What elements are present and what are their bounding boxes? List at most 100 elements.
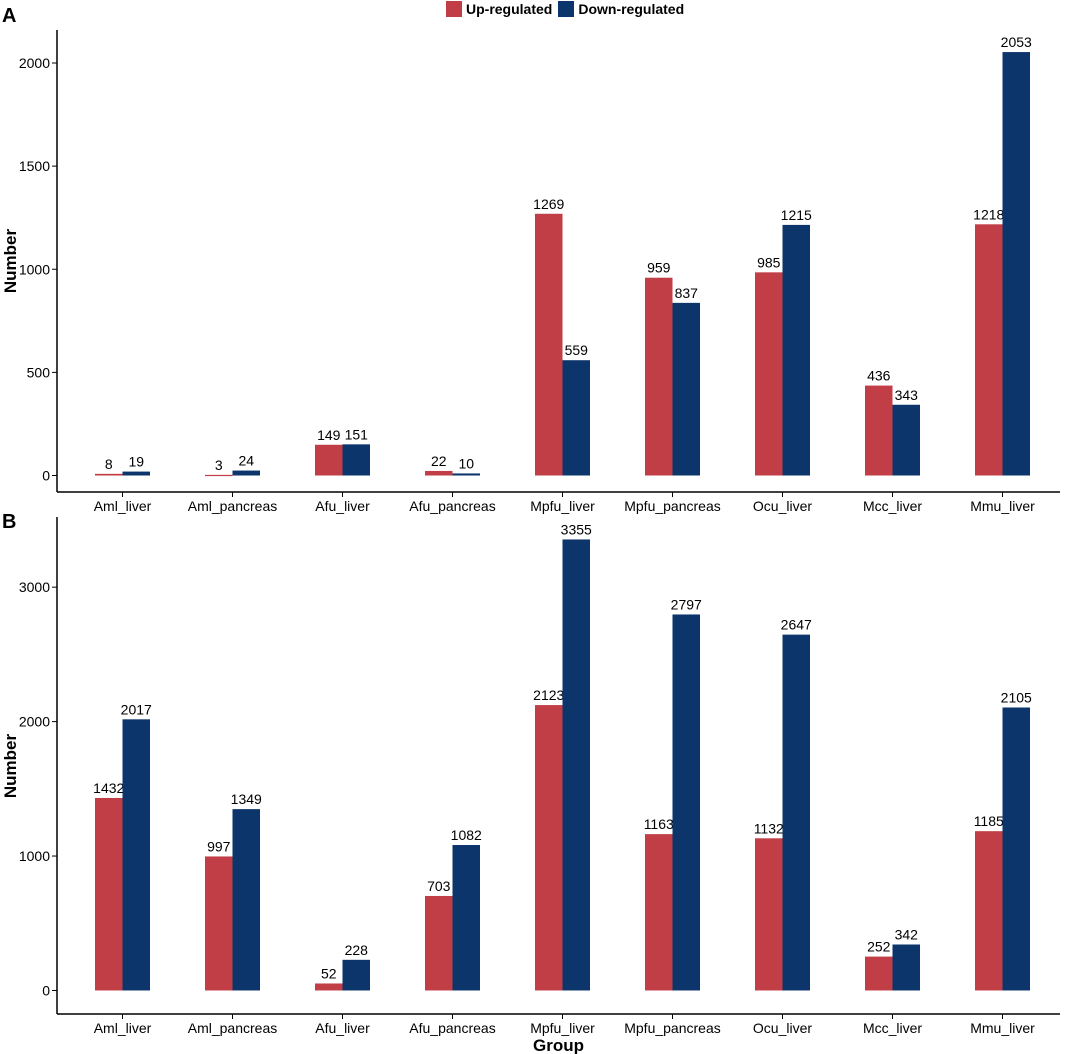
panel-a-bar-up-label: 1269 [533, 196, 564, 212]
panel-b-bar-down [892, 944, 920, 991]
panel-b-xlabel: Group [533, 1036, 584, 1054]
panel-a-bar-down-label: 19 [128, 454, 144, 470]
panel-b-bar-down [562, 539, 590, 991]
panel-a-bar-up-label: 436 [867, 368, 891, 384]
panel-a-xtick-label: Mpfu_pancreas [624, 498, 721, 514]
panel-b-ytick-label: 3000 [19, 579, 50, 595]
panel-a-bar-down [562, 360, 590, 476]
panel-b-bar-up-label: 52 [321, 965, 337, 981]
panel-b-xtick-label: Mmu_liver [970, 1020, 1035, 1036]
panel-b-bar-down [122, 719, 150, 991]
panel-b-bar-down-label: 2797 [671, 596, 702, 612]
panel-a-xtick-label: Afu_liver [315, 498, 370, 514]
legend-item-down: Down-regulated [558, 1, 684, 17]
panel-b-bar-up [425, 895, 453, 991]
panel-b-bar-down-label: 1082 [451, 827, 482, 843]
panel-b-xtick-label: Afu_pancreas [409, 1020, 495, 1036]
panel-b-ytick-label: 1000 [19, 848, 50, 864]
panel-b-xtick-label: Mpfu_liver [530, 1020, 595, 1036]
panel-a-ytick-label: 0 [42, 468, 50, 484]
panel-b-bar-up [315, 983, 343, 991]
panel-a-bar-down-label: 24 [238, 453, 254, 469]
panel-b-bar-up-label: 1185 [974, 813, 1004, 829]
legend-swatch-down [558, 1, 575, 17]
panel-b-xtick-label: Aml_liver [94, 1020, 152, 1036]
panel-a-bar-up [425, 470, 453, 476]
panel-b-bar-up [95, 797, 123, 991]
panel-a-bar-up-label: 985 [757, 254, 781, 270]
panel-b-bar-down-label: 2647 [781, 617, 812, 633]
panel-b-bar-up-label: 703 [427, 878, 451, 894]
legend-label-down: Down-regulated [578, 1, 685, 17]
panel-a-xtick-label: Mcc_liver [863, 498, 922, 514]
panel-b-bar-up-label: 252 [867, 939, 891, 955]
panel-a-ylabel: Number [1, 229, 20, 294]
legend-item-up: Up-regulated [446, 1, 552, 17]
panel-b-bar-up-label: 1163 [644, 816, 674, 832]
panel-a-bar-down [452, 473, 480, 476]
panel-b-ytick-label: 2000 [19, 714, 50, 730]
panel-a-bar-down [122, 471, 150, 476]
panel-b-bar-up [535, 705, 563, 991]
panel-a-bar-down [672, 302, 700, 476]
panel-a-xtick-label: Aml_pancreas [188, 498, 278, 514]
panel-a-bar-up [315, 444, 343, 476]
panel-b-bar-down-label: 228 [345, 942, 369, 958]
panel-b-bar-down-label: 342 [895, 926, 919, 942]
panel-a-bar-up-label: 22 [431, 453, 447, 469]
panel-b-bar-up-label: 1432 [93, 780, 124, 796]
panel-b-xtick-label: Mcc_liver [863, 1020, 922, 1036]
panel-a-bar-down [1002, 52, 1030, 476]
panel-b-bar-up-label: 997 [207, 838, 231, 854]
panel-a-bar-up [975, 224, 1003, 476]
panel-a-bar-up-label: 1218 [973, 206, 1004, 222]
legend: Up-regulated Down-regulated [446, 0, 690, 18]
panel-a-ytick-label: 2000 [19, 55, 50, 71]
panel-a-bar-down-label: 151 [345, 426, 369, 442]
legend-label-up: Up-regulated [466, 1, 553, 17]
panel-a-bar-up [645, 277, 673, 476]
panel-b-bar-up [645, 834, 673, 991]
panel-b-letter: B [2, 511, 16, 533]
legend-swatch-up [446, 1, 462, 17]
panel-b-bar-down [782, 634, 810, 991]
panel-b-bar-up [975, 831, 1003, 991]
panel-b-xtick-label: Ocu_liver [753, 1020, 812, 1036]
panel-b-bar-up [865, 956, 893, 991]
panel-b-bar-up-label: 1132 [754, 820, 784, 836]
panel-a-xtick-label: Mmu_liver [970, 498, 1035, 514]
panel-b-ytick-label: 0 [42, 982, 50, 998]
panel-a-bar-up [755, 272, 783, 476]
panel-a-bar-up-label: 149 [317, 427, 341, 443]
panel-a-bar-down-label: 2053 [1001, 34, 1032, 50]
panel-b-bar-down [1002, 707, 1030, 991]
panel-a-xtick-label: Mpfu_liver [530, 498, 595, 514]
panel-a-ytick-label: 500 [27, 364, 51, 380]
panel-a-bar-up [95, 473, 123, 476]
panel-a-bar-down [892, 404, 920, 476]
panel-a-xtick-label: Ocu_liver [753, 498, 812, 514]
panel-a-bar-up [865, 385, 893, 476]
panel-b-bar-down-label: 1349 [231, 791, 262, 807]
panel-b-bar-down-label: 2105 [1001, 689, 1032, 705]
panel-a-ytick-label: 1000 [19, 261, 50, 277]
panel-b-bar-down [452, 845, 480, 991]
panel-b-xtick-label: Afu_liver [315, 1020, 370, 1036]
panel-a-bar-up-label: 959 [647, 260, 671, 276]
panel-a-bar-down-label: 10 [458, 455, 474, 471]
panel-a-bar-down-label: 343 [895, 387, 919, 403]
panel-b-ylabel: Number [1, 734, 20, 799]
panel-a-bar-down [342, 444, 370, 476]
panel-b-bar-down [232, 809, 260, 991]
panel-a-bar-down-label: 837 [675, 285, 699, 301]
panel-b-bar-up [755, 838, 783, 991]
panel-a-bar-down-label: 559 [565, 342, 589, 358]
panel-a-letter: A [2, 5, 16, 27]
panel-a-bar-up-label: 3 [215, 457, 223, 473]
panel-a-ytick-label: 1500 [19, 158, 50, 174]
panel-a-bar-down [782, 224, 810, 476]
panel-b-bar-up-label: 2123 [533, 687, 564, 703]
panel-b-bar-down-label: 2017 [121, 701, 152, 717]
panel-a-xtick-label: Afu_pancreas [409, 498, 495, 514]
